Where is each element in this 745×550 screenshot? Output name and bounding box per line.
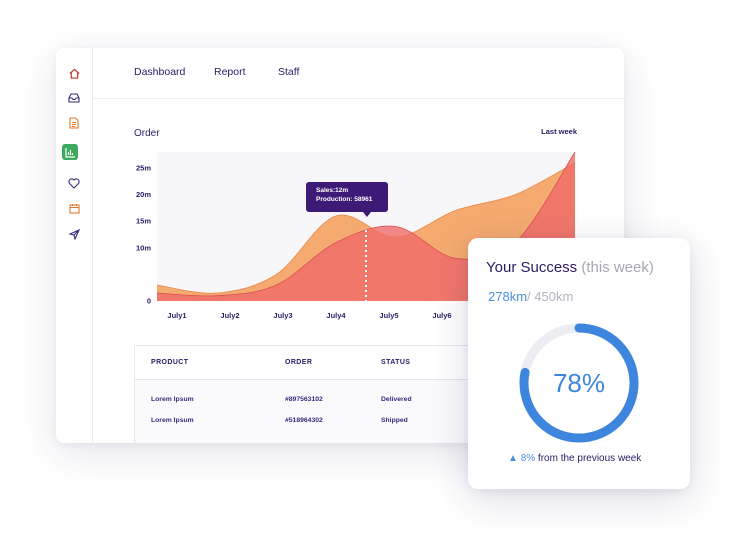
y-tick-label: 20m: [136, 190, 151, 199]
chart-icon[interactable]: [62, 144, 78, 160]
table-cell: Delivered: [381, 396, 412, 403]
y-tick-label: 15m: [136, 217, 151, 226]
table-cell: Lorem Ipsum: [151, 417, 194, 424]
table-cell[interactable]: #897563102: [285, 396, 323, 403]
x-tick-label: July3: [273, 311, 292, 320]
success-card: Your Success (this week) 278km/ 450km 78…: [468, 238, 690, 489]
success-title-period: (this week): [581, 259, 654, 276]
col-status: STATUS: [381, 359, 411, 366]
distance-total: / 450km: [527, 289, 574, 304]
success-title: Your Success (this week): [486, 259, 654, 276]
document-icon[interactable]: [64, 114, 84, 132]
table-cell[interactable]: #518964302: [285, 417, 323, 424]
nav-report[interactable]: Report: [214, 66, 246, 78]
chart-tooltip: Sales:12m Production: 58961: [306, 182, 388, 217]
sidebar: [56, 48, 93, 443]
y-tick-label: 10m: [136, 243, 151, 252]
change-text: from the previous week: [537, 453, 642, 464]
calendar-icon[interactable]: [64, 199, 84, 217]
range-selector[interactable]: Last week: [541, 127, 577, 136]
distance-done: 278km: [488, 289, 528, 304]
tooltip-production: Production: 58961: [316, 196, 373, 203]
change-value: 8%: [520, 453, 536, 464]
change-note: ▲ 8% from the previous week: [508, 453, 641, 464]
nav-staff[interactable]: Staff: [278, 66, 300, 78]
success-title-main: Your Success: [486, 259, 578, 276]
x-tick-label: July2: [220, 311, 239, 320]
col-order: ORDER: [285, 359, 313, 366]
trend-up-icon: ▲: [508, 453, 518, 464]
inbox-icon[interactable]: [64, 89, 84, 107]
progress-value: 78%: [552, 367, 606, 398]
x-tick-label: July1: [167, 311, 186, 320]
line-series-1: [156, 162, 576, 294]
send-icon[interactable]: [64, 225, 84, 243]
x-tick-label: July4: [326, 311, 346, 320]
nav-dashboard[interactable]: Dashboard: [134, 66, 186, 78]
table-cell: Lorem Ipsum: [151, 396, 194, 403]
y-tick-label: 25m: [136, 163, 151, 172]
top-nav: Dashboard Report Staff: [93, 48, 624, 99]
distance-readout: 278km/ 450km: [488, 289, 573, 304]
heart-icon[interactable]: [64, 174, 84, 192]
x-tick-label: July6: [432, 311, 451, 320]
col-product: PRODUCT: [151, 359, 189, 366]
y-tick-label: 0: [147, 297, 151, 306]
progress-ring: [519, 323, 639, 443]
table-cell: Shipped: [381, 417, 408, 424]
home-icon[interactable]: [64, 64, 84, 82]
x-tick-label: July5: [379, 311, 398, 320]
chart-title: Order: [134, 128, 160, 139]
table-divider: [135, 379, 624, 380]
tooltip-sales: Sales:12m: [316, 187, 349, 194]
progress-ring-fill: [519, 323, 639, 443]
